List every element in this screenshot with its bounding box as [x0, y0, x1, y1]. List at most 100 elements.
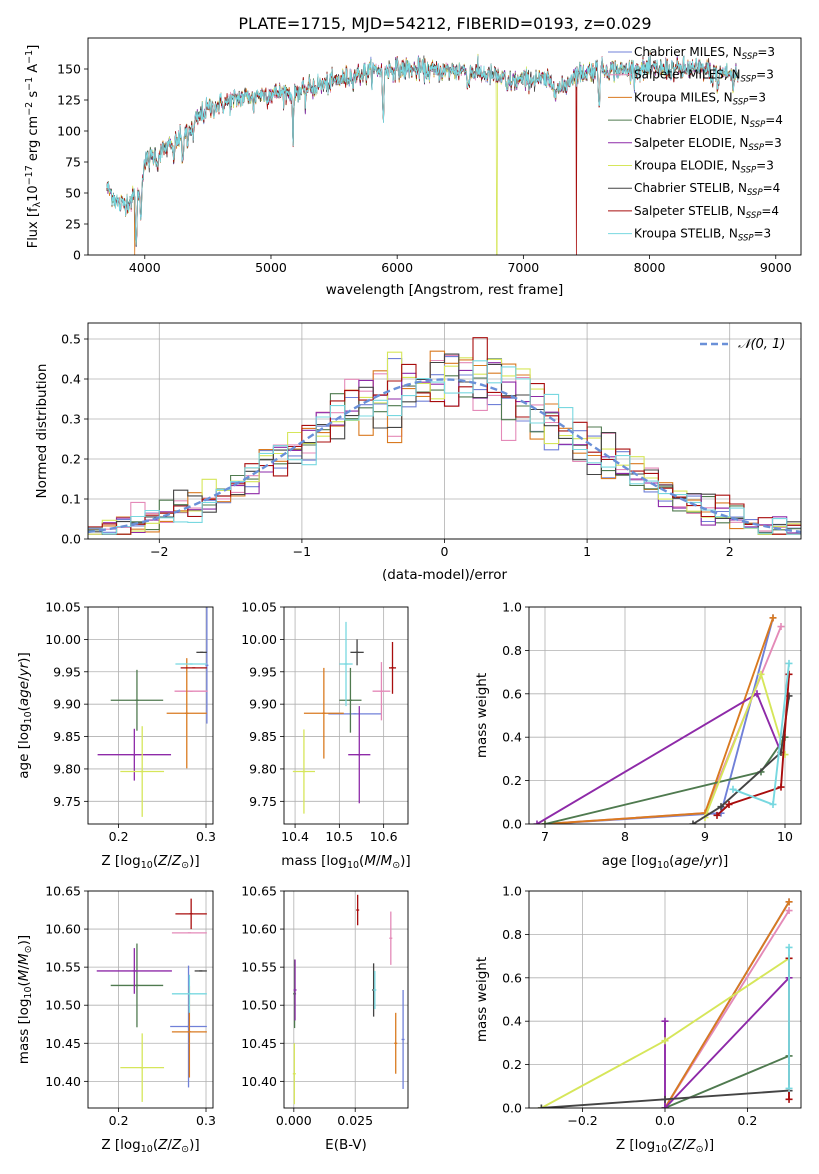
weight-vs-age-frame [528, 606, 802, 825]
legend-label-salpeter-elodie-part: Salpeter ELODIE, N [634, 136, 748, 150]
legend-label-chabrier-elodie-part: =4 [765, 113, 783, 127]
weight-vs-age-marker-kroupa-stelib [785, 659, 793, 667]
spectrum-ylabel-part: −2 [24, 102, 35, 116]
weight-vs-age-xtick-label: 8 [621, 829, 629, 844]
mass-vs-Z-xlabel-part: )] [189, 1137, 200, 1153]
legend-label-chabrier-stelib-part: =4 [763, 181, 781, 195]
weight-vs-Z-marker-kroupa-elodie [661, 1037, 669, 1045]
mass-vs-Z-ylabel-part: mass [log [16, 999, 32, 1065]
spectrum-ylabel-part: Flux [f [26, 207, 41, 248]
age-vs-mass-ytick-label: 10.05 [241, 600, 277, 615]
mass-vs-ebv-ytick-label: 10.45 [241, 1036, 277, 1051]
spectrum-ytick-label: 75 [65, 155, 81, 170]
weight-vs-Z-marker-salpeter-stelib [785, 1095, 793, 1103]
age-vs-Z-ytick-label: 9.90 [53, 697, 81, 712]
residual-histogram-ytick-label: 0.1 [61, 492, 81, 507]
age-vs-Z-xlabel-part: ⊙ [181, 860, 189, 871]
weight-vs-age-ytick-label: 0.8 [502, 643, 522, 658]
weight-vs-age-marker-chabrier-stelib [717, 803, 725, 811]
age-vs-Z-ylabel-part: age [16, 681, 32, 706]
weight-vs-Z-xtick-label: 0.0 [655, 1113, 675, 1128]
residual-histogram-xtick-label: −2 [150, 544, 168, 559]
weight-vs-Z-ytick-label: 0.0 [502, 1101, 522, 1116]
legend-label-salpeter-elodie-part: =3 [764, 136, 782, 150]
weight-vs-age-ytick-label: 0.4 [502, 730, 522, 745]
histogram-frame [87, 322, 802, 540]
mass-vs-ebv-ytick-label: 10.60 [241, 922, 277, 937]
mass-vs-Z-xtick-label: 0.2 [109, 1113, 129, 1128]
mass-vs-ebv-panel: 0.000 0.025 10.40 10.45 10.50 10.55 10.60 10.65… [241, 884, 409, 1153]
weight-vs-Z-ytick-label: 0.8 [502, 927, 522, 942]
residual-histogram-xtick-label: 1 [583, 544, 591, 559]
legend-label-kroupa-elodie-part: =3 [756, 159, 774, 173]
mass-vs-Z-xlabel-part: ( [153, 1137, 158, 1153]
mass-vs-Z-xlabel-part: ⊙ [181, 1144, 189, 1155]
weight-vs-Z-xlabel-part: Z [685, 1137, 696, 1153]
mass-vs-Z-ylabel: mass [log10(M/M⊙)] [16, 935, 34, 1064]
age-vs-mass-xtick-label: 10.4 [281, 829, 309, 844]
weight-vs-age-marker-salpeter-miles [777, 623, 785, 631]
weight-vs-age-marker-kroupa-stelib [769, 800, 777, 808]
legend-label-kroupa-elodie-part: SSP [741, 166, 757, 176]
weight-vs-Z-ylabel: mass weight [474, 957, 490, 1042]
weight-vs-age-marker-chabrier-stelib [689, 820, 697, 824]
legend-label-salpeter-elodie: Salpeter ELODIE, NSSP=3 [634, 136, 782, 153]
mass-vs-Z-xlabel-part: Z [171, 1137, 182, 1153]
spectrum-ylabel-part: λ [32, 201, 43, 207]
age-vs-Z-ylabel-part: age [log [16, 723, 32, 778]
weight-vs-age-xlabel-part: ( [669, 853, 674, 869]
age-vs-Z-ytick-label: 9.75 [53, 794, 81, 809]
spectrum-xlabel: wavelength [Angstrom, rest frame] [326, 282, 564, 298]
weight-vs-Z-xlabel-part: ⊙ [696, 1144, 704, 1155]
spectrum-frame [87, 37, 802, 256]
age-vs-mass-xlabel-part: ( [359, 853, 364, 869]
spectrum-ytick-label: 150 [57, 62, 81, 77]
age-vs-Z-points [97, 607, 209, 817]
weight-vs-age-marker-salpeter-stelib [785, 670, 793, 678]
spectrum-ytick-label: 0 [73, 248, 81, 263]
age-vs-Z-xlabel-part: / [167, 853, 172, 869]
weight-vs-age-xlabel-part: 10 [657, 860, 669, 871]
age-vs-Z-ylabel-part: / [16, 676, 32, 681]
weight-vs-age-xtick-label: 9 [701, 829, 709, 844]
spectrum-lines [106, 49, 739, 255]
weight-vs-Z-line-chabrier-elodie [664, 1055, 790, 1108]
legend-label-kroupa-elodie-part: Kroupa ELODIE, N [634, 159, 741, 173]
age-vs-mass-ytick-label: 9.80 [249, 761, 277, 776]
spectrum-ylabel-part: ] [26, 45, 41, 50]
mass-vs-Z-ytick-label: 10.40 [45, 1074, 81, 1089]
weight-vs-age-marker-kroupa-stelib [729, 785, 737, 793]
weight-vs-Z-line-salpeter-elodie [664, 977, 790, 1108]
weight-vs-Z-line-kroupa-miles [664, 901, 790, 1108]
mass-vs-Z-xlabel-part: Z [log [101, 1137, 140, 1153]
weight-vs-Z-marker-salpeter-elodie [661, 1017, 669, 1025]
mass-vs-Z-ylabel-part: ⊙ [23, 945, 34, 953]
spectrum-ylabel-part: A [26, 64, 41, 77]
mass-vs-Z-points [96, 898, 207, 1102]
legend-label-salpeter-stelib-part: =4 [761, 204, 779, 218]
weight-vs-age-ytick-label: 1.0 [502, 600, 522, 615]
residual-histogram-ytick-label: 0.5 [61, 332, 81, 347]
age-vs-Z-xtick-label: 0.2 [109, 829, 129, 844]
residual-histogram-ytick-label: 0.0 [61, 532, 81, 547]
weight-vs-Z-xlabel-part: ( [667, 1137, 672, 1153]
mass-vs-Z-ytick-label: 10.65 [45, 884, 81, 899]
histogram-lines [88, 337, 801, 535]
spectrum-xtick-label: 4000 [129, 260, 161, 275]
weight-vs-age-marker-salpeter-stelib [713, 811, 721, 819]
weight-vs-Z-ytick-label: 0.4 [502, 1014, 522, 1029]
spectrum-xtick-label: 5000 [255, 260, 287, 275]
mass-vs-Z-ylabel-part: M [16, 953, 32, 965]
weight-vs-age-ylabel: mass weight [474, 673, 490, 758]
mass-vs-Z-xlabel-part: 10 [141, 1144, 153, 1155]
spectrum-ylabel-part: s [26, 91, 41, 102]
legend-label-salpeter-stelib-part: SSP [746, 211, 762, 221]
age-vs-Z-ytick-label: 9.95 [53, 664, 81, 679]
mass-vs-ebv-xtick-label: 0.000 [276, 1113, 312, 1128]
histogram-ylabel: Normed distribution [34, 364, 50, 499]
age-vs-mass-points [292, 621, 397, 814]
age-vs-Z-xlabel-part: ( [153, 853, 158, 869]
histogram-panel: −2 −1 0 1 2 0.0 0.1 0.2 0.3 0.4 0.5 (data-model)/er… [34, 322, 802, 583]
weight-vs-Z-marker-kroupa-stelib [785, 1084, 793, 1092]
mass-vs-ebv-xlabel-part: E(B-V) [325, 1137, 367, 1153]
